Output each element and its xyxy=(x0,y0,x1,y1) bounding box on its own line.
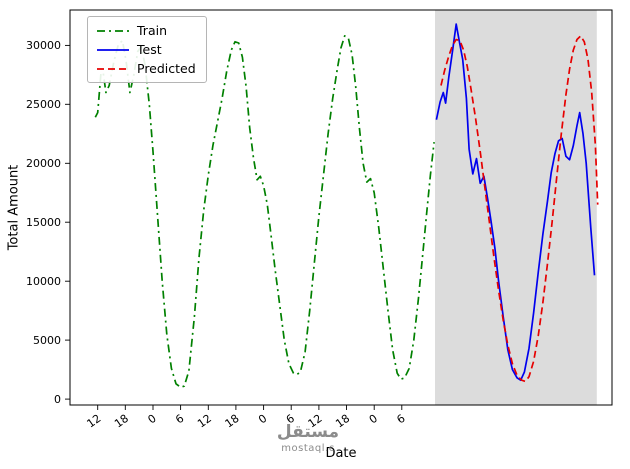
legend: Train Test Predicted xyxy=(87,16,207,83)
watermark-latin-text: mostaql.c xyxy=(281,443,335,454)
x-tick-label: 6 xyxy=(394,412,407,427)
plot-border xyxy=(69,9,613,406)
y-axis-label: Total Amount xyxy=(6,164,22,251)
y-tick-label: 25000 xyxy=(26,98,61,111)
forecast-shaded-region xyxy=(435,10,597,405)
x-tick-label: 0 xyxy=(367,412,380,427)
train-line xyxy=(94,35,435,389)
legend-label-test: Test xyxy=(137,42,162,57)
watermark-arabic-text: مستقل xyxy=(276,422,340,442)
x-tick-label: 0 xyxy=(146,412,159,427)
train-line-sample-icon xyxy=(97,29,129,32)
legend-entry-predicted: Predicted xyxy=(96,61,196,76)
x-tick-label: 18 xyxy=(223,412,242,431)
y-tick-label: 0 xyxy=(54,393,61,406)
y-tick-label: 30000 xyxy=(26,39,61,52)
legend-entry-test: Test xyxy=(96,42,196,57)
predicted-line-sample-icon xyxy=(97,67,129,70)
x-tick-label: 6 xyxy=(173,412,186,427)
y-tick-label: 20000 xyxy=(26,157,61,170)
x-tick-label: 18 xyxy=(112,412,131,431)
test-line-sample-icon xyxy=(97,48,129,51)
x-tick-label: 12 xyxy=(195,412,214,431)
x-tick-label: 0 xyxy=(256,412,269,427)
legend-label-train: Train xyxy=(137,23,167,38)
legend-entry-train: Train xyxy=(96,23,196,38)
predicted-line xyxy=(440,35,599,383)
y-tick-label: 5000 xyxy=(33,334,61,347)
x-tick-label: 12 xyxy=(84,412,103,431)
legend-label-predicted: Predicted xyxy=(137,61,196,76)
y-tick-label: 15000 xyxy=(26,216,61,229)
x-axis-label: Date xyxy=(325,446,357,461)
y-tick-label: 10000 xyxy=(26,275,61,288)
watermark: مستقل mostaql.c xyxy=(272,424,344,454)
test-line xyxy=(435,23,596,382)
